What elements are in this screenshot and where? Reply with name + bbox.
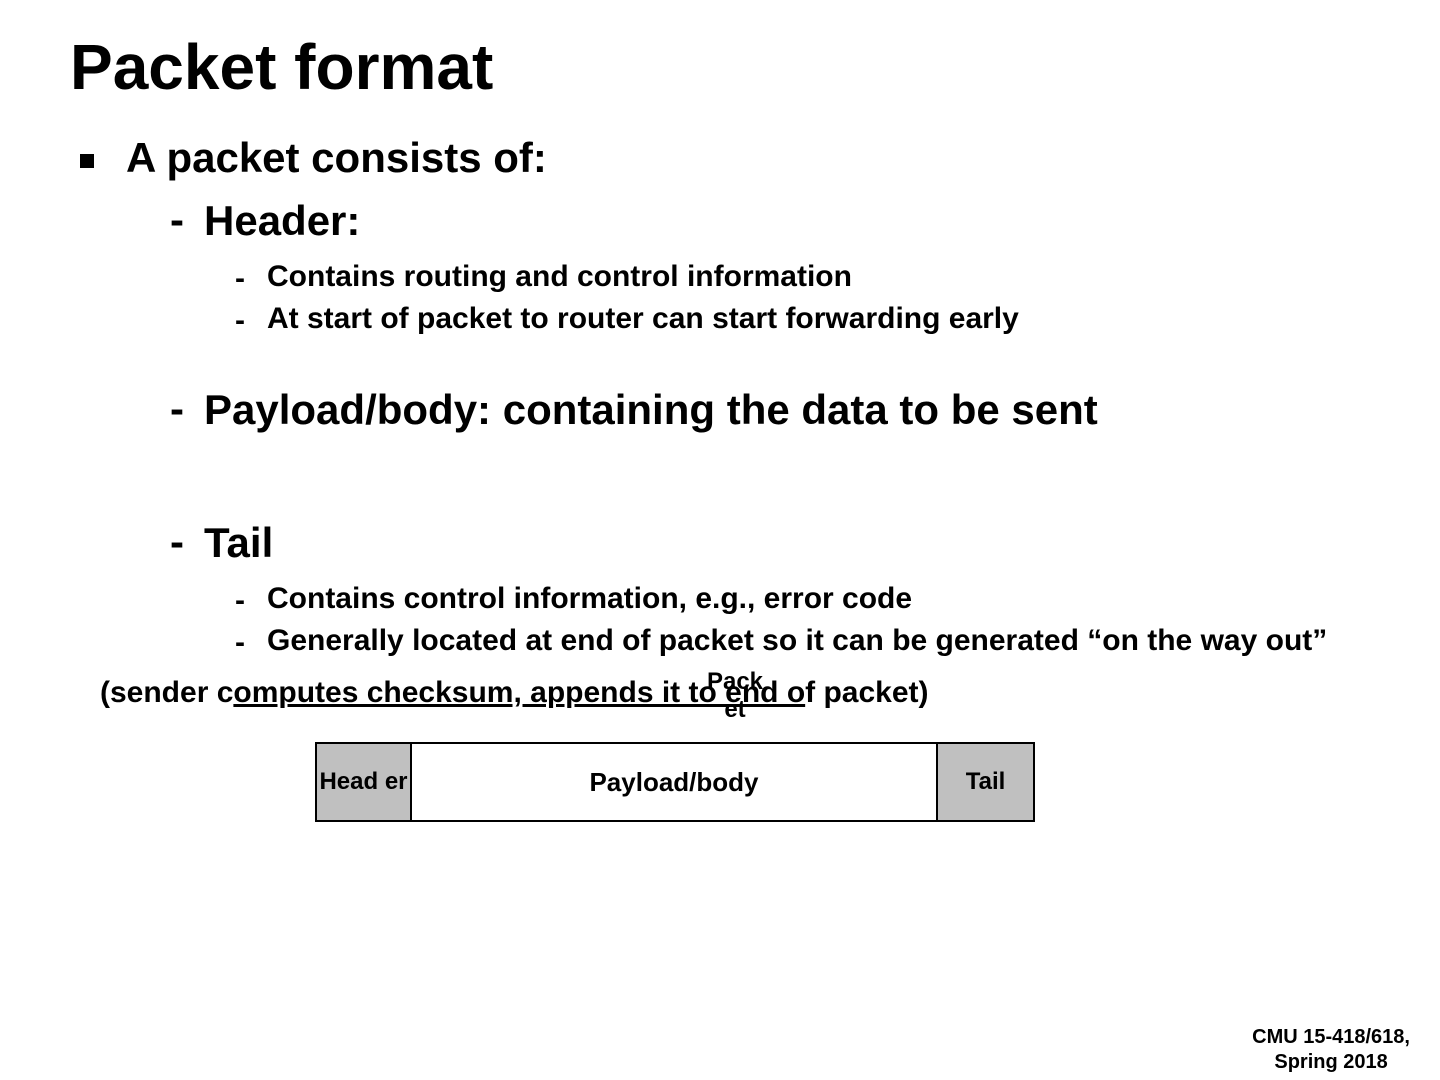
- bullet-header-sub2: - At start of packet to router can start…: [235, 302, 1370, 336]
- slide-container: Packet format A packet consists of: - He…: [0, 0, 1440, 822]
- packet-diagram: Head er Payload/body Tail: [315, 742, 1035, 822]
- checksum-note: (sender computes checksum, appends it to…: [100, 676, 1370, 710]
- bullet-tail: - Tail: [170, 519, 1370, 567]
- diagram-payload-segment: Payload/body: [412, 744, 938, 820]
- slide-title: Packet format: [70, 30, 1370, 104]
- dash-icon: -: [170, 521, 184, 563]
- footer-line2: Spring 2018: [1252, 1050, 1410, 1075]
- note-post: f packet): [805, 676, 928, 709]
- dash-icon: -: [235, 306, 245, 336]
- bullet-header-sub1: - Contains routing and control informati…: [235, 260, 1370, 294]
- footer-line1: CMU 15-418/618,: [1252, 1025, 1410, 1050]
- dash-icon: -: [235, 264, 245, 294]
- bullet-tail-sub1: - Contains control information, e.g., er…: [235, 582, 1370, 616]
- note-pre: (sender c: [100, 676, 233, 709]
- slide-footer: CMU 15-418/618, Spring 2018: [1252, 1025, 1410, 1075]
- square-bullet-icon: [80, 154, 94, 168]
- bullet-header: - Header:: [170, 197, 1370, 245]
- tail-sub2-text: Generally located at end of packet so it…: [267, 624, 1327, 658]
- header-label: Header:: [204, 197, 360, 245]
- tail-sub1-text: Contains control information, e.g., erro…: [267, 582, 912, 616]
- l1-text: A packet consists of:: [126, 134, 547, 182]
- bullet-level1: A packet consists of:: [80, 134, 1370, 182]
- dash-icon: -: [235, 628, 245, 658]
- diagram-tail-segment: Tail: [938, 744, 1033, 820]
- header-sub1-text: Contains routing and control information: [267, 260, 852, 294]
- payload-label: Payload/body: containing the data to be …: [204, 386, 1098, 434]
- dash-icon: -: [170, 199, 184, 241]
- header-sub2-text: At start of packet to router can start f…: [267, 302, 1019, 336]
- diagram-header-segment: Head er: [317, 744, 412, 820]
- packet-box: Head er Payload/body Tail: [315, 742, 1035, 822]
- bullet-tail-sub2: - Generally located at end of packet so …: [235, 624, 1370, 658]
- tail-label: Tail: [204, 519, 273, 567]
- bullet-payload: - Payload/body: containing the data to b…: [170, 386, 1370, 434]
- dash-icon: -: [235, 586, 245, 616]
- note-mid: omputes checksum, appends it to end o: [233, 676, 805, 709]
- dash-icon: -: [170, 388, 184, 430]
